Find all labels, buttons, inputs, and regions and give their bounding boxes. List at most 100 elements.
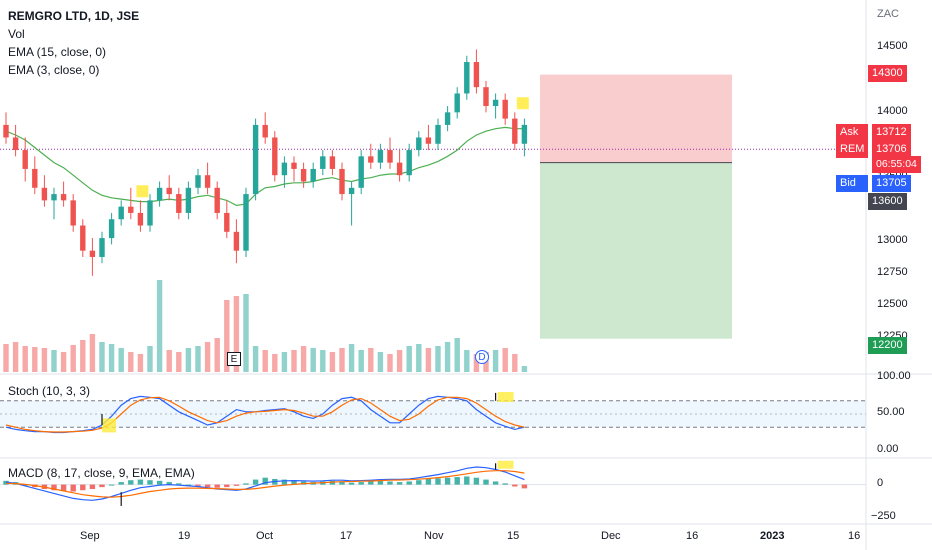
- macd-histogram-bar: [387, 481, 393, 485]
- candle-body: [281, 162, 288, 176]
- volume-bar: [368, 348, 374, 372]
- candle-body: [406, 150, 412, 176]
- volume-bar: [32, 347, 38, 372]
- macd-histogram-bar: [60, 484, 67, 491]
- macd-histogram-bar: [492, 481, 499, 485]
- candle-body: [396, 162, 403, 176]
- take-profit-tag[interactable]: 12200: [868, 337, 907, 354]
- legend-stoch[interactable]: Stoch (10, 3, 3): [8, 384, 91, 398]
- candle-body: [233, 231, 240, 251]
- volume-bar: [12, 342, 19, 372]
- macd-histogram-bar: [243, 483, 249, 485]
- candle-body: [195, 175, 201, 188]
- macd-histogram-bar: [396, 482, 403, 485]
- volume-bar: [108, 344, 115, 372]
- currency-label: ZAC: [877, 8, 899, 20]
- candle-body: [108, 219, 115, 239]
- macd-histogram-bar: [454, 477, 460, 485]
- earnings-icon[interactable]: E: [227, 352, 241, 366]
- legend-macd[interactable]: MACD (8, 17, close, 9, EMA, EMA): [8, 466, 195, 480]
- legend-volume[interactable]: Vol: [8, 27, 25, 41]
- price-tick: 14500: [877, 40, 908, 52]
- volume-bar: [473, 354, 480, 372]
- volume-bar: [425, 348, 432, 372]
- candle-body: [118, 206, 124, 220]
- take-profit-zone: [540, 162, 732, 339]
- volume-bar: [262, 350, 268, 372]
- volume-bar: [281, 352, 288, 372]
- candle-body: [377, 150, 384, 163]
- volume-bar: [300, 346, 307, 372]
- candle-body: [80, 225, 86, 251]
- candle-body: [368, 156, 374, 163]
- candle-body: [22, 150, 28, 169]
- entry-price-tag[interactable]: 13600: [868, 193, 907, 210]
- candle-body: [166, 187, 172, 195]
- candle-body: [41, 187, 48, 201]
- stoch-k-line: [5, 395, 525, 434]
- macd-histogram-bar: [70, 484, 76, 492]
- candle-body: [3, 124, 9, 138]
- volume-bar: [3, 344, 9, 372]
- macd-histogram-bar: [80, 484, 86, 491]
- candle-body: [464, 62, 470, 94]
- volume-bar: [502, 348, 508, 372]
- candle-body: [99, 238, 105, 257]
- dividend-icon[interactable]: D: [475, 350, 489, 364]
- volume-bar: [454, 338, 460, 372]
- macd-histogram-bar: [473, 477, 480, 485]
- candle-body: [387, 150, 393, 163]
- volume-bar: [377, 352, 384, 372]
- candle-body: [51, 194, 57, 201]
- macd-line: [5, 466, 525, 501]
- volume-bar: [176, 352, 182, 372]
- candle-body: [425, 137, 432, 144]
- macd-histogram-bar: [89, 484, 96, 489]
- macd-histogram-bar: [464, 476, 470, 485]
- macd-histogram-bar: [406, 481, 412, 485]
- stop-loss-tag[interactable]: 14300: [868, 65, 907, 82]
- macd-histogram-bar: [416, 480, 422, 485]
- candle-body: [300, 168, 307, 182]
- volume-bar: [291, 350, 297, 372]
- macd-histogram-bar: [204, 484, 211, 488]
- ask-price-tag: 13712: [872, 124, 911, 141]
- signal-marker: [136, 185, 149, 198]
- legend-ema3[interactable]: EMA (3, close, 0): [8, 63, 100, 77]
- candle-body: [473, 62, 480, 88]
- macd-histogram-bar: [51, 484, 57, 491]
- legend-symbol-title[interactable]: REMGRO LTD, 1D, JSE: [8, 9, 140, 23]
- volume-bar: [252, 346, 259, 372]
- price-tick: 14000: [877, 105, 908, 117]
- candle-body: [176, 194, 182, 213]
- candle-body: [348, 187, 355, 195]
- volume-bar: [272, 354, 278, 372]
- volume-bar: [22, 346, 28, 372]
- time-tick: 16: [848, 530, 861, 542]
- candle-body: [502, 99, 508, 119]
- volume-bar: [512, 354, 518, 372]
- macd-histogram-bar: [214, 484, 220, 488]
- candle-body: [483, 87, 489, 107]
- macd-histogram-bar: [339, 481, 345, 485]
- legend-ema15[interactable]: EMA (15, close, 0): [8, 45, 107, 59]
- candle-body: [435, 124, 441, 144]
- volume-bar: [358, 350, 364, 372]
- volume-bar: [243, 294, 249, 372]
- volume-bar: [156, 280, 163, 372]
- symbol-label: REM: [836, 141, 868, 158]
- volume-bar: [147, 346, 153, 372]
- macd-histogram-bar: [185, 484, 192, 486]
- candle-body: [32, 168, 38, 188]
- candle-body: [358, 156, 364, 188]
- macd-histogram-bar: [233, 484, 240, 486]
- signal-marker: [516, 97, 529, 110]
- time-tick: Oct: [256, 530, 274, 542]
- price-tick: 13000: [877, 234, 908, 246]
- macd-histogram-bar: [195, 484, 201, 486]
- macd-histogram-bar: [22, 484, 28, 486]
- macd-histogram-bar: [435, 478, 441, 485]
- volume-bar: [185, 348, 192, 372]
- volume-bar: [396, 350, 403, 372]
